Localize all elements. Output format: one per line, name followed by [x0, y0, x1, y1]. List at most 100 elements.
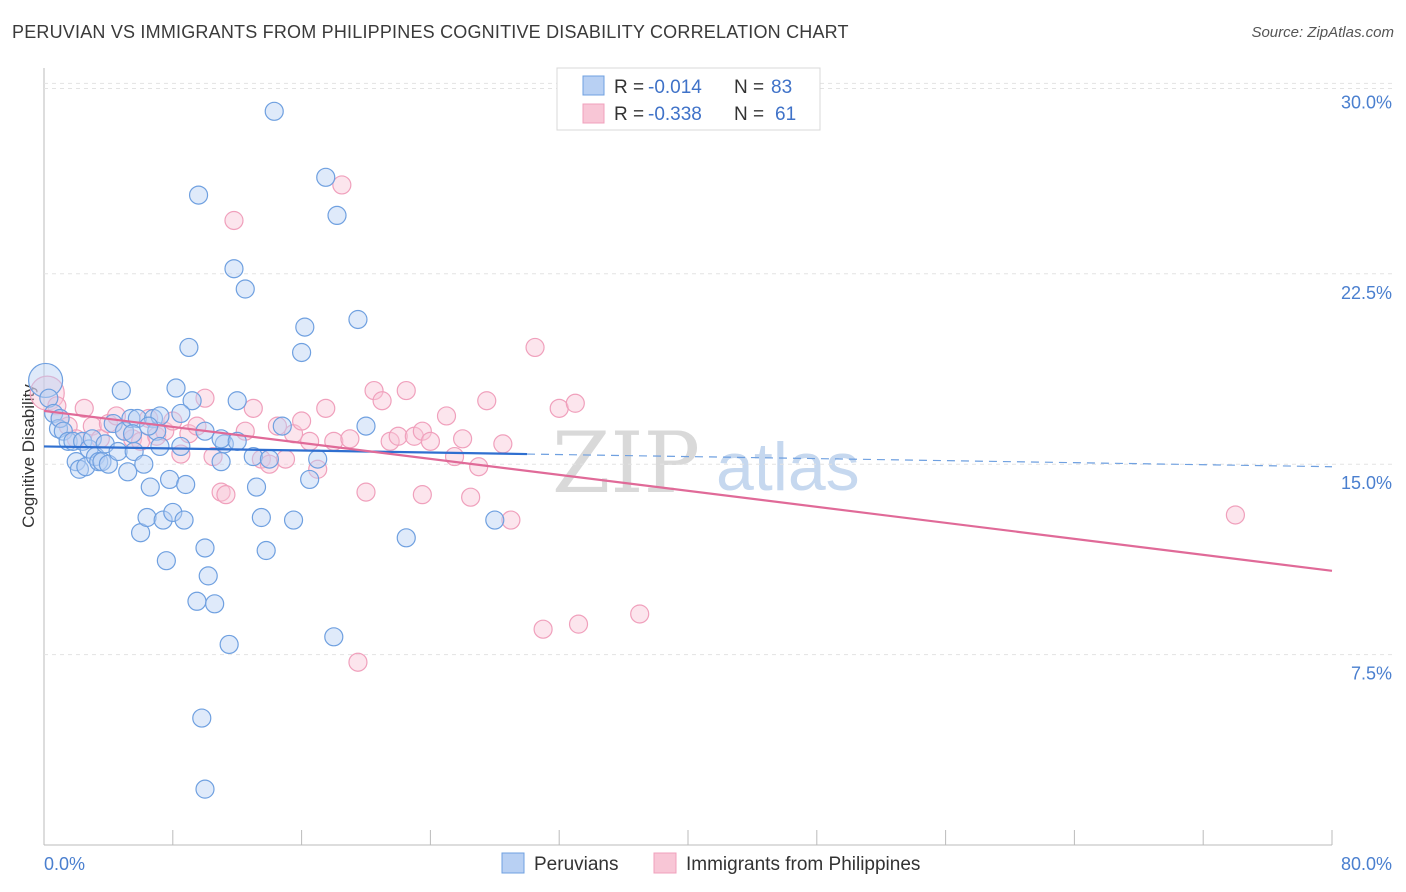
peruvian-point-39 — [171, 436, 191, 457]
philippines-point-37 — [332, 175, 352, 195]
legend-n-value-2: 61 — [775, 104, 796, 125]
legend-n-label-2: N = — [734, 104, 764, 125]
philippines-point-41 — [364, 380, 384, 401]
peruvian-point-37 — [163, 502, 183, 523]
peruvian-point-75 — [308, 449, 328, 469]
peruvian-point-72 — [327, 205, 347, 225]
stats-legend: R = -0.014 N = 83 R = -0.338 N = 61 — [556, 67, 821, 131]
peruvian-point-36 — [159, 469, 180, 490]
philippines-point-63 — [1225, 505, 1246, 525]
philippines-point-59 — [549, 398, 569, 418]
philippines-point-44 — [388, 426, 408, 446]
y-tick-label-3: 30.0% — [1341, 92, 1392, 112]
philippines-point-23 — [216, 485, 236, 505]
philippines-point-26 — [243, 398, 263, 418]
peruvian-point-69 — [300, 469, 320, 490]
philippines-point-51 — [453, 429, 473, 449]
philippines-point-45 — [396, 380, 416, 401]
watermark-zip: ZIP — [552, 414, 700, 512]
peruvian-point-34 — [153, 510, 173, 530]
legend-swatch-philippines-bottom — [653, 852, 677, 874]
y-tick-label-0: 7.5% — [1351, 664, 1392, 684]
peruvian-point-20 — [108, 441, 128, 462]
peruvian-point-64 — [259, 449, 279, 469]
peruvian-point-48 — [205, 594, 225, 614]
peruvian-point-43 — [187, 591, 207, 611]
peruvian-point-76 — [171, 403, 191, 424]
peruvian-point-42 — [182, 391, 202, 411]
peruvian-point-47 — [198, 566, 218, 586]
peruvian-point-40 — [174, 510, 194, 530]
peruvian-point-52 — [179, 337, 199, 358]
philippines-point-35 — [316, 398, 336, 418]
peruvian-point-81 — [485, 510, 505, 530]
philippines-point-55 — [493, 434, 513, 454]
peruvian-point-21 — [111, 380, 131, 401]
philippines-point-54 — [477, 391, 497, 411]
peruvian-point-74 — [356, 416, 376, 436]
peruvian-point-46 — [195, 538, 215, 558]
peruvian-point-38 — [166, 378, 186, 398]
philippines-point-29 — [267, 416, 288, 436]
peruvian-point-57 — [224, 259, 244, 279]
peruvian-point-63 — [264, 101, 284, 121]
philippines-point-64 — [412, 485, 432, 505]
peruvian-point-60 — [246, 477, 267, 497]
legend-r-value-2: -0.338 — [648, 104, 702, 125]
philippines-point-5 — [74, 398, 94, 418]
philippines-point-40 — [356, 482, 376, 502]
peruvian-point-5 — [53, 421, 73, 441]
legend-r-label-1: R = — [614, 77, 644, 98]
peruvian-point-73 — [348, 309, 368, 330]
x-ticks — [43, 830, 1333, 845]
y-tick-labels: 7.5% 15.0% 22.5% 30.0% — [1341, 92, 1392, 683]
peruvian-point-1 — [39, 388, 59, 408]
philippines-point-49 — [436, 406, 457, 426]
philippines-point-57 — [525, 337, 545, 358]
chart-title: PERUVIAN VS IMMIGRANTS FROM PHILIPPINES … — [12, 22, 849, 42]
philippines-point-58 — [533, 619, 553, 639]
legend-swatch-peruvians — [582, 75, 605, 96]
legend-n-value-1: 83 — [771, 77, 792, 98]
peruvian-point-28 — [134, 454, 154, 474]
peruvian-point-44 — [188, 185, 209, 205]
philippines-point-52 — [461, 487, 481, 507]
legend-swatch-philippines — [582, 103, 605, 124]
peruvian-points — [28, 101, 505, 799]
peruvian-point-71 — [324, 627, 344, 647]
philippines-point-32 — [292, 411, 312, 431]
peruvian-point-18 — [98, 454, 119, 474]
gridlines — [44, 82, 1392, 656]
philippines-point-38 — [340, 429, 360, 449]
peruvian-point-51 — [219, 634, 239, 655]
source-label: Source: ZipAtlas.com — [1251, 24, 1394, 41]
peruvian-point-49 — [211, 452, 231, 472]
philippines-trend-line — [43, 409, 1333, 572]
peruvian-point-33 — [150, 436, 170, 457]
y-tick-label-2: 22.5% — [1341, 283, 1392, 303]
peruvian-point-30 — [140, 477, 160, 497]
philippines-point-47 — [412, 421, 432, 441]
peruvian-point-59 — [243, 446, 263, 467]
peruvian-point-79 — [139, 416, 159, 436]
philippines-point-56 — [501, 510, 521, 530]
philippines-point-34 — [308, 459, 328, 479]
peruvian-point-66 — [283, 510, 304, 530]
peruvian-point-68 — [295, 317, 315, 337]
peruvian-point-61 — [251, 507, 271, 528]
y-tick-label-1: 15.0% — [1341, 473, 1392, 493]
peruvian-point-78 — [122, 424, 143, 444]
series-legend: Peruvians Immigrants from Philippines — [501, 852, 920, 875]
trend-lines — [43, 409, 1333, 572]
peruvian-point-65 — [272, 416, 292, 436]
peruvian-point-23 — [118, 462, 138, 482]
legend-r-value-1: -0.014 — [648, 77, 702, 98]
watermark-atlas: atlas — [716, 429, 860, 505]
peruvian-point-56 — [235, 279, 255, 299]
philippines-point-30 — [275, 449, 296, 469]
x-tick-label-max: 80.0% — [1341, 854, 1392, 874]
legend-label-philippines: Immigrants from Philippines — [686, 854, 920, 875]
peruvian-point-0 — [28, 362, 64, 399]
legend-label-peruvians: Peruvians — [534, 854, 619, 875]
